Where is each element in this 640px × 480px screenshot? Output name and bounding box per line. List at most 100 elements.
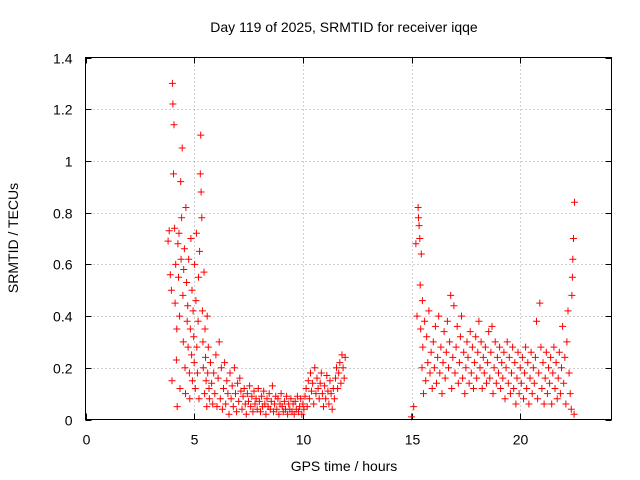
x-tick-label: 20	[513, 432, 529, 448]
data-point	[260, 387, 268, 395]
data-point	[510, 385, 518, 392]
data-point	[487, 348, 495, 356]
data-point	[531, 353, 539, 361]
y-tick-label: 1	[65, 154, 73, 170]
data-point	[180, 266, 188, 273]
data-point	[530, 379, 538, 387]
data-point	[437, 343, 445, 351]
data-point	[184, 302, 192, 310]
data-point	[188, 377, 196, 385]
data-point	[232, 390, 239, 398]
data-point	[239, 392, 247, 400]
data-point	[543, 390, 551, 398]
data-point	[323, 372, 331, 379]
data-point	[337, 379, 345, 387]
y-tick-label: 1.4	[53, 51, 73, 67]
data-point	[431, 322, 439, 330]
data-point	[509, 343, 517, 351]
y-tick-label: 0.6	[53, 257, 73, 273]
data-point	[192, 229, 200, 237]
data-point	[299, 400, 307, 408]
data-point	[456, 333, 464, 341]
data-point	[287, 395, 295, 403]
data-point	[541, 374, 549, 382]
data-point	[461, 390, 469, 398]
data-point	[229, 403, 237, 411]
x-tick-label: 15	[405, 432, 421, 448]
data-point	[313, 374, 321, 382]
data-point	[304, 377, 312, 385]
data-point	[170, 170, 177, 178]
data-point	[291, 397, 299, 405]
data-point	[529, 364, 537, 372]
data-point	[504, 379, 512, 387]
data-point	[425, 307, 433, 315]
data-point	[212, 351, 220, 359]
data-point	[506, 390, 514, 398]
data-point	[413, 312, 421, 320]
data-point	[204, 343, 212, 351]
data-point	[230, 364, 238, 372]
data-point	[513, 374, 521, 382]
data-point	[491, 338, 499, 346]
data-point	[490, 364, 498, 372]
data-point	[242, 410, 250, 418]
data-point	[446, 338, 454, 346]
data-point	[265, 390, 273, 398]
data-point	[463, 338, 471, 346]
data-point	[567, 405, 575, 413]
data-point	[423, 333, 431, 341]
data-point	[545, 364, 552, 372]
data-point	[547, 353, 555, 361]
data-point	[548, 400, 556, 408]
data-point	[533, 317, 540, 325]
data-point	[492, 379, 500, 387]
data-point	[516, 364, 524, 372]
data-point	[500, 348, 508, 356]
data-point	[195, 395, 203, 403]
data-point	[447, 291, 455, 299]
data-point	[228, 382, 236, 390]
data-point	[251, 400, 259, 408]
data-point	[441, 374, 449, 382]
data-point	[199, 364, 207, 372]
data-point	[166, 271, 174, 279]
data-point	[476, 364, 484, 372]
data-point	[235, 397, 243, 405]
data-point	[175, 273, 182, 281]
data-point	[312, 390, 320, 398]
data-point	[171, 299, 179, 307]
x-tick-label: 10	[296, 432, 312, 448]
data-point	[537, 343, 545, 351]
x-tick-label: 0	[83, 432, 91, 448]
data-point	[550, 343, 558, 351]
data-point	[186, 325, 194, 333]
data-point	[559, 322, 567, 330]
data-points	[164, 79, 578, 421]
data-point	[205, 395, 213, 403]
data-point	[451, 369, 459, 377]
data-point	[213, 403, 221, 411]
data-point	[551, 385, 559, 392]
data-point	[325, 400, 333, 408]
data-point	[333, 364, 340, 372]
data-point	[254, 385, 262, 392]
data-point	[307, 369, 314, 377]
data-point	[326, 377, 334, 385]
data-point	[189, 307, 197, 315]
data-point	[483, 379, 490, 387]
data-point	[248, 392, 256, 400]
data-point	[164, 237, 172, 245]
data-point	[185, 255, 193, 263]
data-point	[178, 144, 186, 152]
data-point	[322, 395, 330, 403]
data-point	[339, 364, 347, 372]
data-point	[201, 325, 209, 333]
data-point	[255, 397, 263, 405]
data-point	[249, 408, 257, 416]
data-point	[449, 353, 457, 361]
data-point	[236, 374, 244, 382]
data-point	[330, 395, 338, 403]
data-point	[528, 390, 536, 398]
